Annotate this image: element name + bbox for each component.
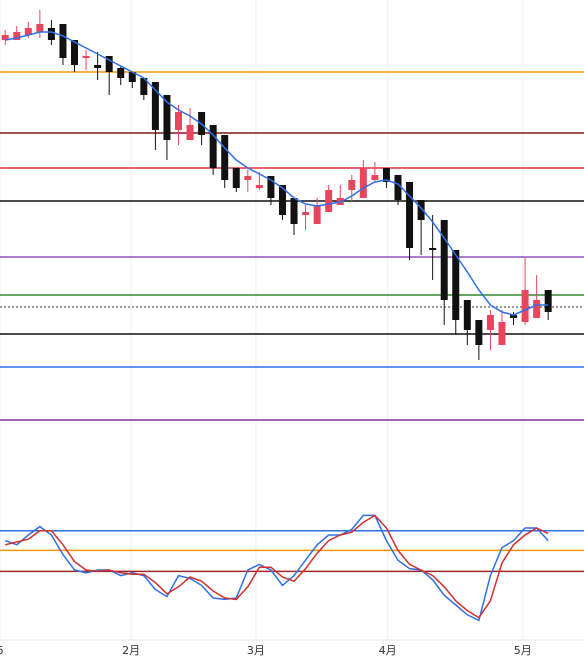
candle-body — [163, 95, 171, 140]
candle-body — [498, 322, 506, 345]
candle-body — [429, 248, 437, 250]
indicator-line — [5, 31, 549, 316]
candle-body — [128, 72, 136, 82]
candle-body — [117, 68, 125, 78]
candle-body — [255, 185, 263, 188]
candle-body — [371, 175, 379, 180]
indicator-line — [5, 514, 549, 619]
x-tick-label: 3月 — [247, 644, 265, 657]
candle-body — [244, 176, 252, 180]
candle-body — [209, 125, 217, 168]
candle-body — [94, 65, 102, 68]
candle-body — [440, 220, 448, 300]
candle-body — [359, 168, 367, 198]
candle-body — [82, 56, 90, 58]
candle-body — [1, 35, 9, 40]
candle-body — [463, 300, 471, 330]
candle-body — [71, 40, 79, 65]
candle-body — [151, 82, 159, 130]
candle-body — [521, 290, 529, 322]
candle-body — [267, 176, 275, 198]
candle-body — [47, 28, 55, 40]
candle-body — [140, 78, 148, 95]
candle-body — [510, 315, 518, 318]
candle-body — [417, 200, 425, 220]
candle-body — [221, 135, 229, 180]
candle-body — [544, 290, 552, 312]
x-tick-label: 2月 — [122, 644, 140, 657]
x-tick-label: 4月 — [379, 644, 397, 657]
candle-body — [36, 24, 44, 32]
candle-body — [452, 250, 460, 320]
candle-body — [186, 125, 194, 140]
candle-body — [105, 56, 113, 72]
candle-body — [24, 28, 32, 35]
candle-body — [278, 185, 286, 215]
candle-body — [232, 168, 240, 188]
candle-body — [313, 205, 321, 224]
candle-body — [59, 24, 67, 58]
candle-body — [325, 190, 333, 212]
x-tick-label: 5月 — [514, 644, 532, 657]
candle-body — [382, 168, 390, 182]
candle-body — [394, 175, 402, 200]
candle-body — [13, 32, 21, 40]
x-tick-label: 6 — [0, 644, 4, 657]
candle-body — [406, 182, 414, 248]
candle-body — [533, 300, 541, 318]
candle-body — [174, 112, 182, 130]
candle-body — [475, 320, 483, 345]
candle-body — [290, 198, 298, 224]
candle-body — [348, 180, 356, 190]
candle-body — [486, 315, 494, 330]
candle-body — [302, 212, 310, 215]
